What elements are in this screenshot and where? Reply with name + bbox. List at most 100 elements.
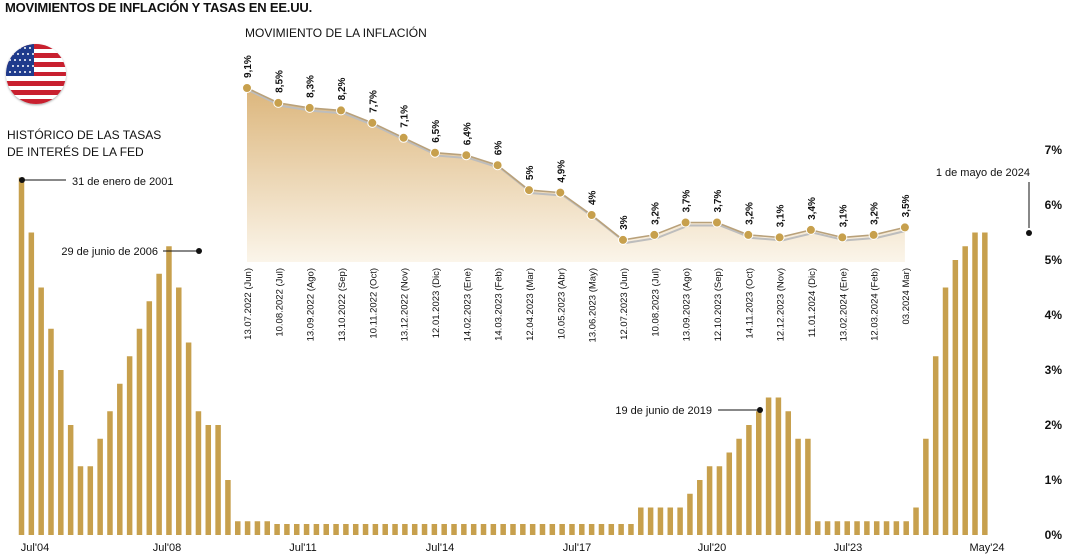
fed-rate-bar <box>264 521 270 535</box>
fed-rate-bar <box>667 507 674 535</box>
fed-rate-bar <box>785 411 791 535</box>
us-flag-icon <box>6 44 66 104</box>
fed-rate-bar <box>244 521 251 535</box>
inflation-point <box>273 97 284 108</box>
inflation-date-label: 12.04.2023 (Mar) <box>525 268 536 341</box>
inflation-point <box>555 187 566 198</box>
inflation-point <box>367 117 378 128</box>
inflation-point <box>649 229 660 240</box>
x-tick-label: Jul'23 <box>834 542 862 554</box>
inflation-area <box>247 88 905 262</box>
inflation-point <box>398 132 409 143</box>
fed-rate-bar <box>107 411 113 535</box>
fed-rate-bar <box>834 521 841 535</box>
inflation-point <box>430 147 440 158</box>
inflation-date-label: 13.09.2022 (Ago) <box>306 268 317 341</box>
page-title: MOVIMIENTOS DE INFLACIÓN Y TASAS EN EE.U… <box>5 0 313 15</box>
fed-rate-bar <box>274 524 280 535</box>
fed-rate-bar <box>176 287 182 535</box>
y-tick-label: 5% <box>1045 253 1063 267</box>
fed-rate-bar <box>352 524 359 535</box>
fed-rate-bar <box>58 370 64 535</box>
fed-rate-bar <box>598 524 605 535</box>
y-tick-label: 3% <box>1045 363 1063 377</box>
inflation-line <box>246 87 906 241</box>
inflation-date-label: 14.02.2023 (Ene) <box>462 268 473 341</box>
fed-rate-bar <box>765 397 772 535</box>
fed-rate-bar <box>146 301 153 535</box>
x-tick-label: Jul'14 <box>426 542 454 554</box>
fed-rate-bar <box>254 521 261 535</box>
fed-rate-chart: HISTÓRICO DE LAS TASAS DE INTERÉS DE LA F… <box>7 127 1062 554</box>
inflation-value-label: 3,2% <box>744 202 755 225</box>
fed-rate-bar <box>38 287 44 535</box>
fed-rate-bar <box>470 524 477 535</box>
inflation-point <box>461 150 472 161</box>
fed-rate-bar <box>490 524 497 535</box>
annotation-label: 1 de mayo de 2024 <box>936 167 1030 179</box>
fed-rate-bar <box>293 524 300 535</box>
annotation-label: 19 de junio de 2019 <box>615 405 712 417</box>
fed-chart-title-line: DE INTERÉS DE LA FED <box>7 144 144 159</box>
fed-rate-bar <box>510 524 516 535</box>
fed-rate-bar <box>559 524 565 535</box>
inflation-point <box>680 217 691 228</box>
fed-rate-bar <box>893 521 900 535</box>
fed-rate-bar <box>657 507 664 535</box>
inflation-chart: MOVIMIENTO DE LA INFLACIÓN 9,1% 8,5% 8,3% 8,… <box>240 25 920 342</box>
fed-rate-bar <box>67 425 74 535</box>
fed-rate-bar <box>185 342 192 535</box>
inflation-value-label: 7,7% <box>368 90 379 113</box>
fed-rate-bar <box>333 524 339 535</box>
fed-rate-bar <box>87 466 94 535</box>
inflation-point <box>743 229 754 240</box>
inflation-date-label: 12.12.2023 (Nov) <box>776 268 787 341</box>
inflation-value-label: 8,5% <box>274 70 285 93</box>
inflation-point <box>304 102 315 113</box>
fed-rate-bar <box>480 524 487 535</box>
inflation-point <box>618 234 628 245</box>
fed-rate-bar <box>647 507 654 535</box>
fed-rate-bar <box>313 524 320 535</box>
fed-rate-bar <box>500 524 506 535</box>
fed-rate-bar <box>883 521 890 535</box>
fed-rate-bar <box>520 524 526 535</box>
fed-rate-bar <box>982 232 988 535</box>
fed-rate-bar <box>529 524 536 535</box>
inflation-point <box>837 232 848 243</box>
inflation-value-label: 3% <box>619 215 630 230</box>
fed-rate-bar <box>343 524 349 535</box>
inflation-point <box>899 222 910 233</box>
fed-rate-bar <box>756 411 762 535</box>
fed-rate-bar <box>392 524 398 535</box>
fed-rate-bar <box>195 411 202 535</box>
fed-rate-bar <box>126 356 133 535</box>
fed-rate-bar <box>628 524 634 535</box>
fed-rate-bar <box>215 425 221 535</box>
inflation-date-label: 03.2024 Mar) <box>901 268 912 325</box>
inflation-value-label: 6,4% <box>462 122 473 145</box>
fed-rate-bar <box>952 260 959 535</box>
inflation-date-label: 13.09.2023 (Ago) <box>682 268 693 341</box>
fed-rate-bar <box>726 452 733 535</box>
fed-rate-bar <box>706 466 713 535</box>
fed-rate-bar <box>411 524 418 535</box>
inflation-date-label: 10.08.2023 (Jul) <box>650 268 661 337</box>
fed-rate-bar <box>814 521 821 535</box>
inflation-date-label: 12.10.2023 (Sep) <box>713 268 724 341</box>
inflation-point <box>524 185 534 196</box>
inflation-value-label: 8,3% <box>306 75 317 98</box>
fed-rate-bar <box>972 232 978 535</box>
inflation-value-label: 8,2% <box>337 77 348 100</box>
fed-rate-bar <box>775 397 782 535</box>
annotation-dot <box>19 177 25 183</box>
fed-rate-bar <box>402 524 408 535</box>
fed-rate-bar <box>962 246 968 535</box>
fed-rate-bar <box>303 524 310 535</box>
inflation-point <box>712 217 722 228</box>
y-tick-label: 4% <box>1045 308 1063 322</box>
fed-rate-bar <box>451 524 457 535</box>
fed-rate-bar <box>942 287 949 535</box>
inflation-value-label: 3,1% <box>838 204 849 227</box>
inflation-date-label: 13.10.2022 (Sep) <box>337 268 348 341</box>
